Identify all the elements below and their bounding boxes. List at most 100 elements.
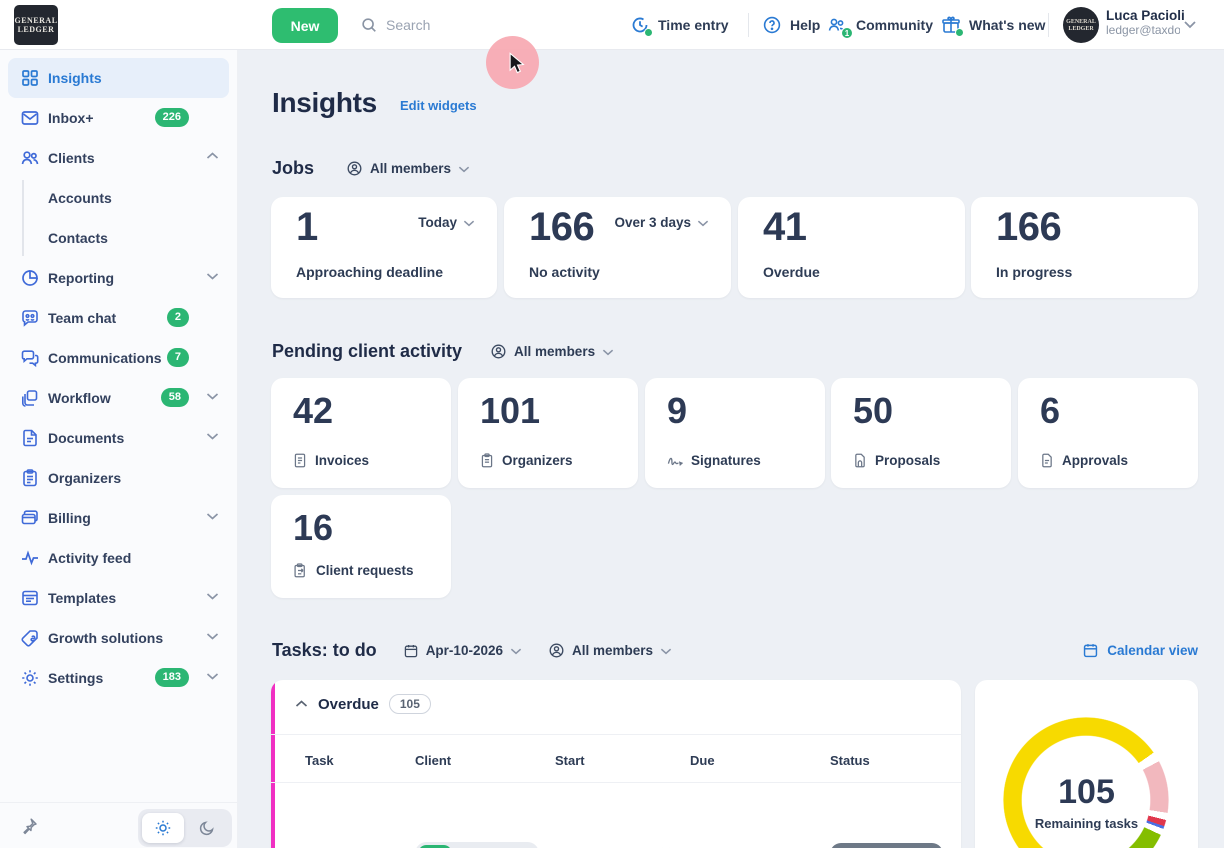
sidebar-item-settings[interactable]: Settings 183 bbox=[8, 658, 229, 698]
col-header-task: Task bbox=[305, 753, 334, 768]
sidebar-item-documents[interactable]: Documents bbox=[8, 418, 229, 458]
jobs-card-label: Approaching deadline bbox=[296, 264, 444, 280]
main-content: Insights Edit widgets Jobs All members 1… bbox=[238, 50, 1224, 848]
proposal-icon bbox=[853, 453, 867, 468]
insights-grid-icon bbox=[20, 68, 40, 88]
search-icon bbox=[360, 16, 378, 34]
help-button[interactable]: Help bbox=[762, 12, 820, 38]
donut-center-value: 105 bbox=[1058, 773, 1115, 811]
settings-gear-icon bbox=[20, 668, 40, 688]
sidebar-item-activity-feed[interactable]: Activity feed bbox=[8, 538, 229, 578]
documents-chevron-down-icon bbox=[206, 432, 219, 440]
jobs-card-overdue[interactable]: 41 Overdue bbox=[738, 197, 965, 298]
search-placeholder: Search bbox=[386, 17, 431, 33]
tasks-filter-label: All members bbox=[571, 643, 654, 658]
help-label: Help bbox=[790, 17, 821, 33]
sidebar-label-templates: Templates bbox=[48, 590, 117, 606]
pending-card-client-requests[interactable]: 16 Client requests bbox=[271, 495, 451, 598]
jobs-card-period-dropdown[interactable]: Over 3 days bbox=[614, 215, 709, 230]
jobs-card-no-activity[interactable]: 166 Over 3 days No activity bbox=[504, 197, 731, 298]
sidebar-item-contacts[interactable]: Contacts bbox=[8, 218, 229, 258]
pending-filter-label: All members bbox=[514, 344, 596, 359]
client-code-badge: MT1 bbox=[418, 845, 452, 848]
sidebar-item-billing[interactable]: Billing bbox=[8, 498, 229, 538]
edit-widgets-link[interactable]: Edit widgets bbox=[400, 98, 477, 113]
workflow-chevron-down-icon bbox=[206, 392, 219, 400]
time-entry-status-dot bbox=[644, 28, 653, 37]
sidebar-item-insights[interactable]: Insights bbox=[8, 58, 229, 98]
sidebar-label-billing: Billing bbox=[48, 510, 91, 526]
pending-card-signatures[interactable]: 9 Signatures bbox=[645, 378, 825, 488]
sidebar-item-workflow[interactable]: Workflow 58 bbox=[8, 378, 229, 418]
sidebar-item-accounts[interactable]: Accounts bbox=[8, 178, 229, 218]
jobs-members-filter[interactable]: All members bbox=[346, 160, 470, 177]
reporting-chevron-down-icon bbox=[206, 272, 219, 280]
pending-card-label: Organizers bbox=[502, 453, 573, 468]
community-button[interactable]: 1 Community bbox=[826, 12, 933, 39]
calendar-view-icon bbox=[1084, 644, 1098, 658]
jobs-dropdown-label: Today bbox=[418, 215, 457, 230]
light-mode-button[interactable] bbox=[142, 813, 184, 843]
logo-text-1: GENERAL bbox=[14, 15, 58, 25]
divider bbox=[271, 734, 961, 735]
pending-card-invoices[interactable]: 42 Invoices bbox=[271, 378, 451, 488]
calendar-icon bbox=[404, 644, 417, 657]
pending-card-proposals[interactable]: 50 Proposals bbox=[831, 378, 1011, 488]
clients-subitems: Accounts Contacts bbox=[8, 178, 229, 258]
user-chevron-down-icon[interactable] bbox=[1183, 20, 1197, 29]
new-button[interactable]: New bbox=[272, 8, 338, 43]
jobs-section-header: Jobs All members bbox=[272, 158, 470, 179]
whats-new-label: What's new bbox=[969, 17, 1046, 33]
pending-card-value: 16 bbox=[293, 507, 334, 548]
pending-card-label: Client requests bbox=[316, 563, 414, 578]
user-avatar[interactable]: GENERAL LEDGER bbox=[1063, 7, 1099, 43]
avatar-text-1: GENERAL bbox=[1066, 18, 1096, 25]
chevron-down-icon bbox=[660, 648, 672, 654]
user-menu[interactable]: Luca Pacioli ledger@taxdo bbox=[1106, 8, 1185, 37]
dark-mode-button[interactable] bbox=[186, 813, 228, 843]
pending-card-label: Approvals bbox=[1062, 453, 1129, 468]
jobs-card-period-dropdown[interactable]: Today bbox=[418, 215, 475, 230]
collapse-chevron-up-icon[interactable] bbox=[295, 700, 308, 708]
tasks-date-filter[interactable]: Apr-10-2026 bbox=[403, 643, 522, 659]
clients-people-icon bbox=[20, 148, 40, 168]
team-chat-icon bbox=[20, 308, 40, 328]
sidebar-item-organizers[interactable]: Organizers bbox=[8, 458, 229, 498]
calendar-view-label: Calendar view bbox=[1107, 643, 1198, 658]
pin-sidebar-icon[interactable] bbox=[20, 817, 40, 837]
col-header-client: Client bbox=[415, 753, 452, 768]
user-email: ledger@taxdo bbox=[1106, 23, 1180, 37]
overdue-tasks-card: Overdue 105 Task Client Start Due Status… bbox=[271, 680, 961, 848]
pending-card-organizers[interactable]: 101 Organizers bbox=[458, 378, 638, 488]
sidebar-item-reporting[interactable]: Reporting bbox=[8, 258, 229, 298]
sidebar-label-communications: Communications bbox=[48, 350, 162, 366]
tasks-members-filter[interactable]: All members bbox=[548, 642, 672, 659]
billing-cards-icon bbox=[20, 508, 40, 528]
client-request-icon bbox=[293, 563, 308, 578]
whats-new-button[interactable]: What's new bbox=[941, 12, 1045, 38]
search-input[interactable]: Search bbox=[360, 12, 430, 38]
app-logo[interactable]: GENERAL LEDGER bbox=[14, 5, 58, 45]
billing-chevron-down-icon bbox=[206, 512, 219, 520]
time-entry-button[interactable]: Time entry bbox=[630, 12, 729, 38]
pending-members-filter[interactable]: All members bbox=[490, 343, 614, 360]
sidebar-item-clients[interactable]: Clients bbox=[8, 138, 229, 178]
sidebar-footer bbox=[0, 802, 238, 848]
sidebar-item-inbox[interactable]: Inbox+ 226 bbox=[8, 98, 229, 138]
jobs-card-in-progress[interactable]: 166 In progress bbox=[971, 197, 1198, 298]
growth-tag-icon bbox=[20, 628, 40, 648]
pending-card-value: 6 bbox=[1040, 390, 1061, 431]
client-chip[interactable]: MT1 Mary T. Mu... bbox=[415, 842, 540, 848]
calendar-view-link[interactable]: Calendar view bbox=[1082, 642, 1198, 659]
sidebar-item-templates[interactable]: Templates bbox=[8, 578, 229, 618]
sidebar-item-communications[interactable]: Communications 7 bbox=[8, 338, 229, 378]
pending-card-approvals[interactable]: 6 Approvals bbox=[1018, 378, 1198, 488]
community-label: Community bbox=[856, 17, 933, 33]
sidebar-item-team-chat[interactable]: Team chat 2 bbox=[8, 298, 229, 338]
jobs-card-approaching-deadline[interactable]: 1 Today Approaching deadline bbox=[271, 197, 497, 298]
sidebar-item-growth-solutions[interactable]: Growth solutions bbox=[8, 618, 229, 658]
jobs-title: Jobs bbox=[272, 158, 315, 178]
jobs-card-value: 1 bbox=[296, 205, 318, 249]
topbar: GENERAL LEDGER New Search Time entry Hel… bbox=[0, 0, 1224, 50]
gift-icon bbox=[941, 15, 964, 37]
